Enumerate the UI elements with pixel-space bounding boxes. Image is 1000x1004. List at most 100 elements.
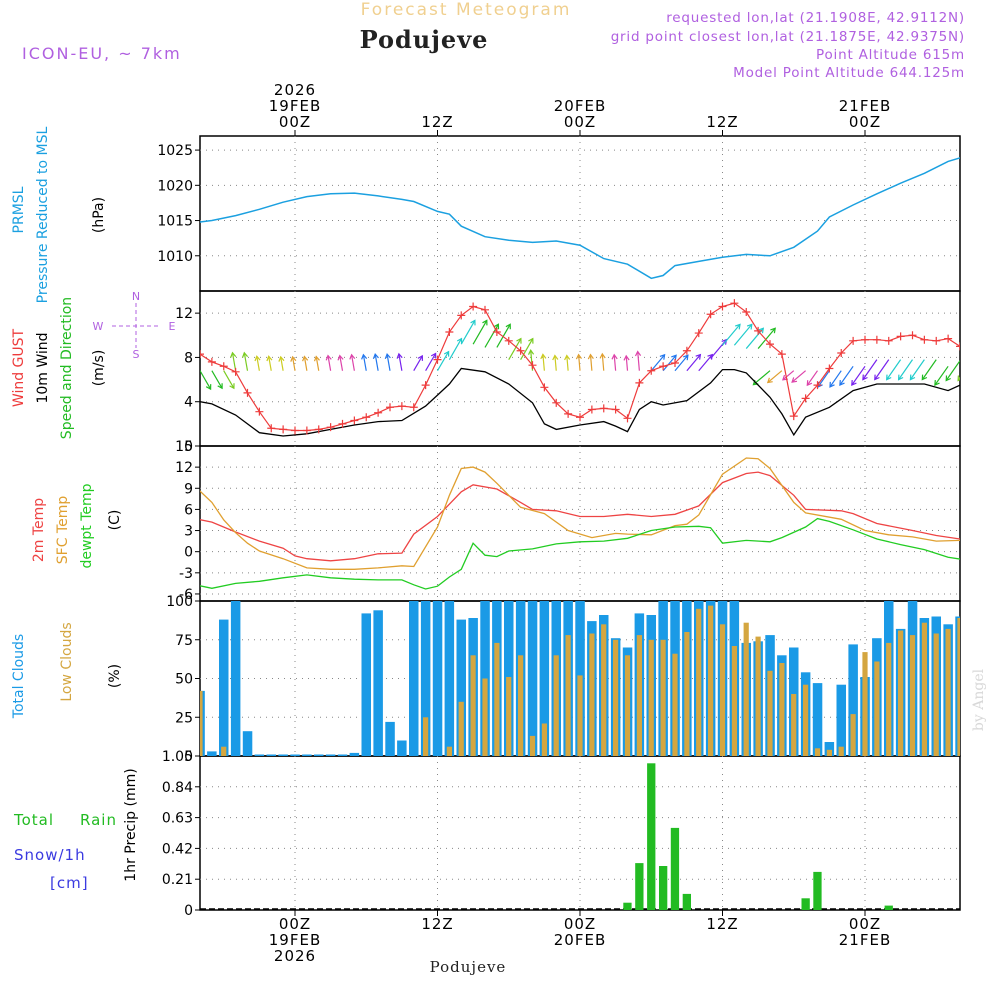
bottom-time-label: 00Z xyxy=(564,915,596,933)
wind-arrow xyxy=(982,360,996,380)
wind-gust-point xyxy=(207,357,216,366)
bottom-time-label: 19FEB xyxy=(269,931,321,949)
wind-arrow-head xyxy=(994,375,999,380)
wind-gust-point xyxy=(706,310,715,319)
wind-arrow-head xyxy=(945,375,951,382)
low-cloud-bar xyxy=(589,633,595,756)
precip-tick-label: 0 xyxy=(184,903,193,919)
wind-gust-point xyxy=(896,332,905,341)
total-cloud-bar xyxy=(325,754,336,756)
low-cloud-bar xyxy=(898,630,904,756)
wind-arrow xyxy=(829,370,842,388)
total-cloud-bar xyxy=(302,754,312,756)
wind-arrow xyxy=(817,370,830,388)
precip-tick-label: 0.84 xyxy=(162,780,193,796)
temp-tick-label: 3 xyxy=(184,524,193,540)
wind-direction-arrows xyxy=(200,319,999,391)
wind-arrow xyxy=(767,370,783,383)
bottom-time-label: 21FEB xyxy=(839,931,891,949)
wind-tick-label: 8 xyxy=(184,350,193,366)
wind-arrow xyxy=(496,324,511,348)
wind-arrow-head xyxy=(982,375,987,380)
total-cloud-bar xyxy=(385,721,395,756)
total-cloud-bar xyxy=(836,684,846,756)
wind-arrow-head xyxy=(599,352,606,359)
precip-bar xyxy=(801,898,810,910)
wind-arrow-head xyxy=(683,354,689,361)
wind-arrow-head xyxy=(443,350,450,357)
wind-arrow xyxy=(484,323,499,348)
wind-gust-point xyxy=(350,416,359,425)
total-cloud-bar xyxy=(539,601,550,756)
wind-arrow xyxy=(722,324,741,346)
low-cloud-bar xyxy=(636,635,642,756)
wind-gust-point xyxy=(200,350,204,359)
precip-bar xyxy=(635,863,644,910)
wind-gust-point xyxy=(789,412,798,421)
top-time-label: 00Z xyxy=(279,113,311,131)
wind-gust-point xyxy=(647,366,656,375)
wind-arrow-head xyxy=(242,351,249,358)
bottom-time-label: 20FEB xyxy=(554,931,606,949)
wind-arrow xyxy=(613,354,617,371)
wind-arrow-head xyxy=(349,353,356,360)
low-cloud-bar xyxy=(684,632,690,756)
wind-arrow xyxy=(362,354,367,371)
wind-arrow-head xyxy=(493,323,500,330)
wind-gust-point xyxy=(682,346,691,355)
total-cloud-bar xyxy=(242,731,253,756)
total-cloud-bar xyxy=(314,754,324,756)
low-cloud-bar xyxy=(862,652,868,756)
compass-east: E xyxy=(169,320,176,333)
compass-north: N xyxy=(132,290,140,303)
wind-arrow xyxy=(650,354,666,372)
wind-arrow-head xyxy=(766,377,773,384)
wind-arrow-head xyxy=(746,323,753,330)
wind-arrow-head xyxy=(313,355,320,362)
wind-arrow-head xyxy=(770,327,776,334)
wind-gust-point xyxy=(813,381,822,390)
total-cloud-bar xyxy=(824,742,835,756)
temp-tick-label: -3 xyxy=(179,566,193,582)
wind-arrow-head xyxy=(516,337,522,344)
wind-gust-point xyxy=(243,388,252,397)
wind-arrow-head xyxy=(552,354,559,361)
wind-arrow-head xyxy=(302,355,309,362)
total-cloud-bar xyxy=(409,601,419,756)
wind-gust-point xyxy=(219,362,228,371)
pressure-tick-label: 1010 xyxy=(157,249,193,265)
pressure-line xyxy=(200,157,960,280)
wind-arrow xyxy=(589,354,593,371)
wind-gust-point xyxy=(457,311,466,320)
precip-bar xyxy=(813,871,822,910)
low-cloud-bar xyxy=(577,675,583,756)
wind-arrow-head xyxy=(839,380,845,387)
wind-gust-line xyxy=(200,302,960,432)
total-cloud-bar xyxy=(337,754,348,756)
low-cloud-bar xyxy=(957,618,960,756)
wind-arrow xyxy=(791,370,807,383)
wind-arrow xyxy=(839,365,854,386)
temp-tick-label: 12 xyxy=(175,460,193,476)
clouds-tick-label: 25 xyxy=(175,710,193,726)
wind-gust-point xyxy=(231,367,240,376)
wind-arrow-head xyxy=(278,355,285,362)
low-cloud-bar xyxy=(850,714,856,756)
wind-arrow xyxy=(733,324,753,346)
total-cloud-bar xyxy=(432,601,443,756)
wind-gust-point xyxy=(564,409,573,418)
total-cloud-bar xyxy=(527,601,538,756)
wind-arrow xyxy=(508,338,522,360)
wind-gust-point xyxy=(374,408,383,417)
wind-arrow xyxy=(231,352,237,371)
wind-arrow-head xyxy=(266,355,273,362)
wind-arrow-head xyxy=(851,380,857,387)
wind-arrow-head xyxy=(934,380,940,387)
low-cloud-bar xyxy=(874,661,880,756)
low-cloud-bar xyxy=(482,678,488,756)
wind-arrow-head xyxy=(290,355,297,362)
low-cloud-bar xyxy=(933,633,939,756)
wind-arrow xyxy=(921,359,937,380)
low-cloud-bar xyxy=(221,746,227,756)
